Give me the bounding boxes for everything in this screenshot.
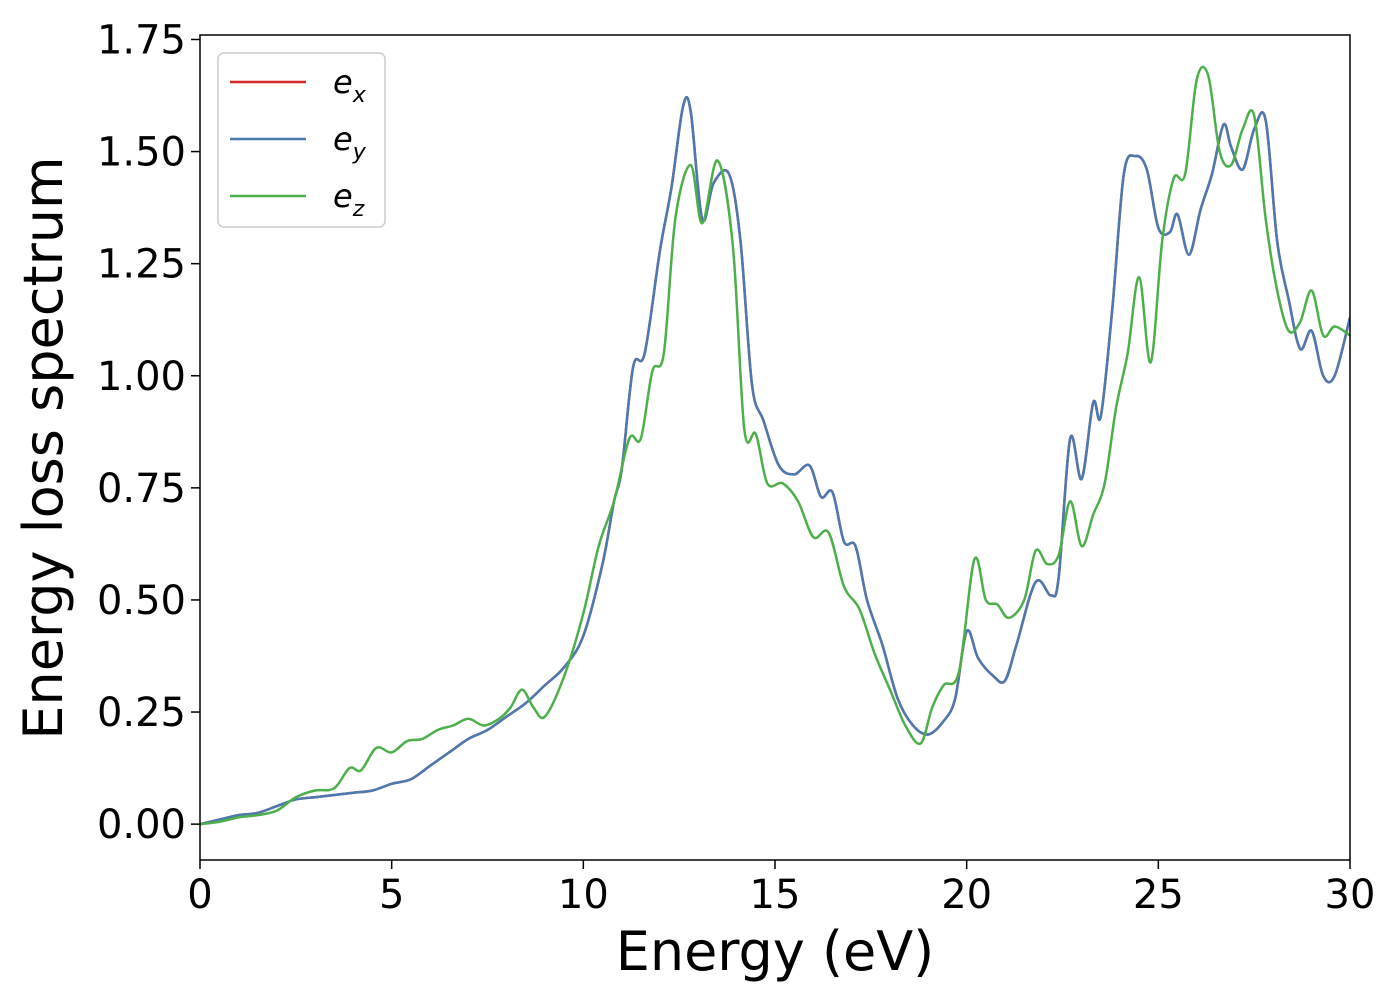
y-tick-label: 1.50	[97, 130, 186, 176]
series-line-ey	[200, 95, 1350, 826]
y-tick-label: 1.75	[97, 17, 186, 63]
x-tick-label: 10	[558, 872, 609, 918]
x-tick-label: 25	[1133, 872, 1184, 918]
y-tick-label: 1.25	[97, 242, 186, 288]
x-tick-label: 5	[379, 872, 404, 918]
y-tick-label: 0.25	[97, 690, 186, 736]
y-axis: 0.00 0.25 0.50 0.75 1.00 1.25 1.50 1.75	[97, 17, 200, 848]
y-tick-label: 0.00	[97, 802, 186, 848]
y-tick-label: 0.75	[97, 466, 186, 512]
y-axis-label: Energy loss spectrum	[12, 156, 75, 739]
series-line-ez	[200, 65, 1350, 826]
x-tick-label: 15	[750, 872, 801, 918]
x-tick-label: 30	[1325, 872, 1376, 918]
x-axis: 0 5 10 15 20 25 30	[187, 860, 1375, 918]
legend-label-ey: ey	[333, 120, 367, 165]
x-tick-label: 20	[941, 872, 992, 918]
x-tick-label: 0	[187, 872, 212, 918]
y-tick-label: 0.50	[97, 578, 186, 624]
series-layer	[200, 65, 1350, 826]
x-axis-label: Energy (eV)	[616, 920, 935, 983]
y-tick-label: 1.00	[97, 354, 186, 400]
legend-label-ex: ex	[333, 63, 367, 108]
